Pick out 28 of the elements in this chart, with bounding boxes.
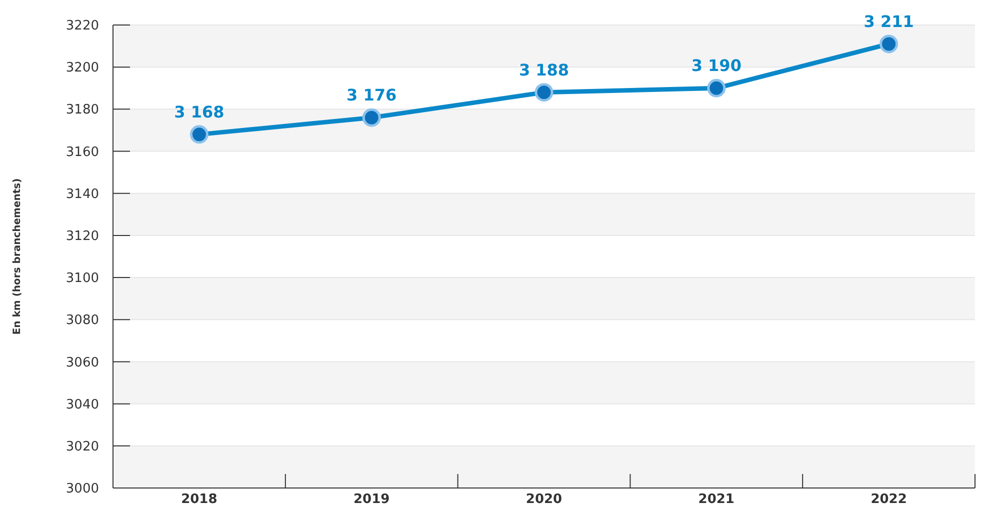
x-tick-label: 2021 [698,492,734,506]
x-tick-label: 2018 [181,492,218,506]
point [190,125,208,144]
y-tick-label: 3180 [66,102,99,118]
y-tick-label: 3220 [66,18,99,34]
x-tick-label: 2019 [354,492,390,506]
y-tick-label: 3000 [66,482,99,497]
point [880,34,898,54]
y-tick-label: 3100 [66,271,99,286]
y-tick-label: 3140 [66,186,99,202]
y-tick-label: 3120 [66,229,99,244]
data-label: 3 190 [691,56,742,76]
data-label: 3 176 [346,86,397,105]
data-label: 3 188 [518,60,570,80]
y-tick-label: 3060 [66,355,99,370]
point [707,78,726,98]
y-tick-label: 3160 [66,144,99,160]
y-tick-label: 3200 [66,60,99,76]
x-tick-label: 2020 [526,492,562,506]
point [534,83,554,102]
data-label: 3 211 [864,12,914,31]
point [362,108,381,127]
data-label: 3 168 [174,102,224,122]
y-axis-title: En km (hors branchements) [12,178,23,335]
y-tick-label: 3020 [66,439,99,454]
y-tick-label: 3080 [66,313,99,328]
x-tick-label: 2022 [870,492,907,506]
y-tick-label: 3040 [66,397,99,412]
